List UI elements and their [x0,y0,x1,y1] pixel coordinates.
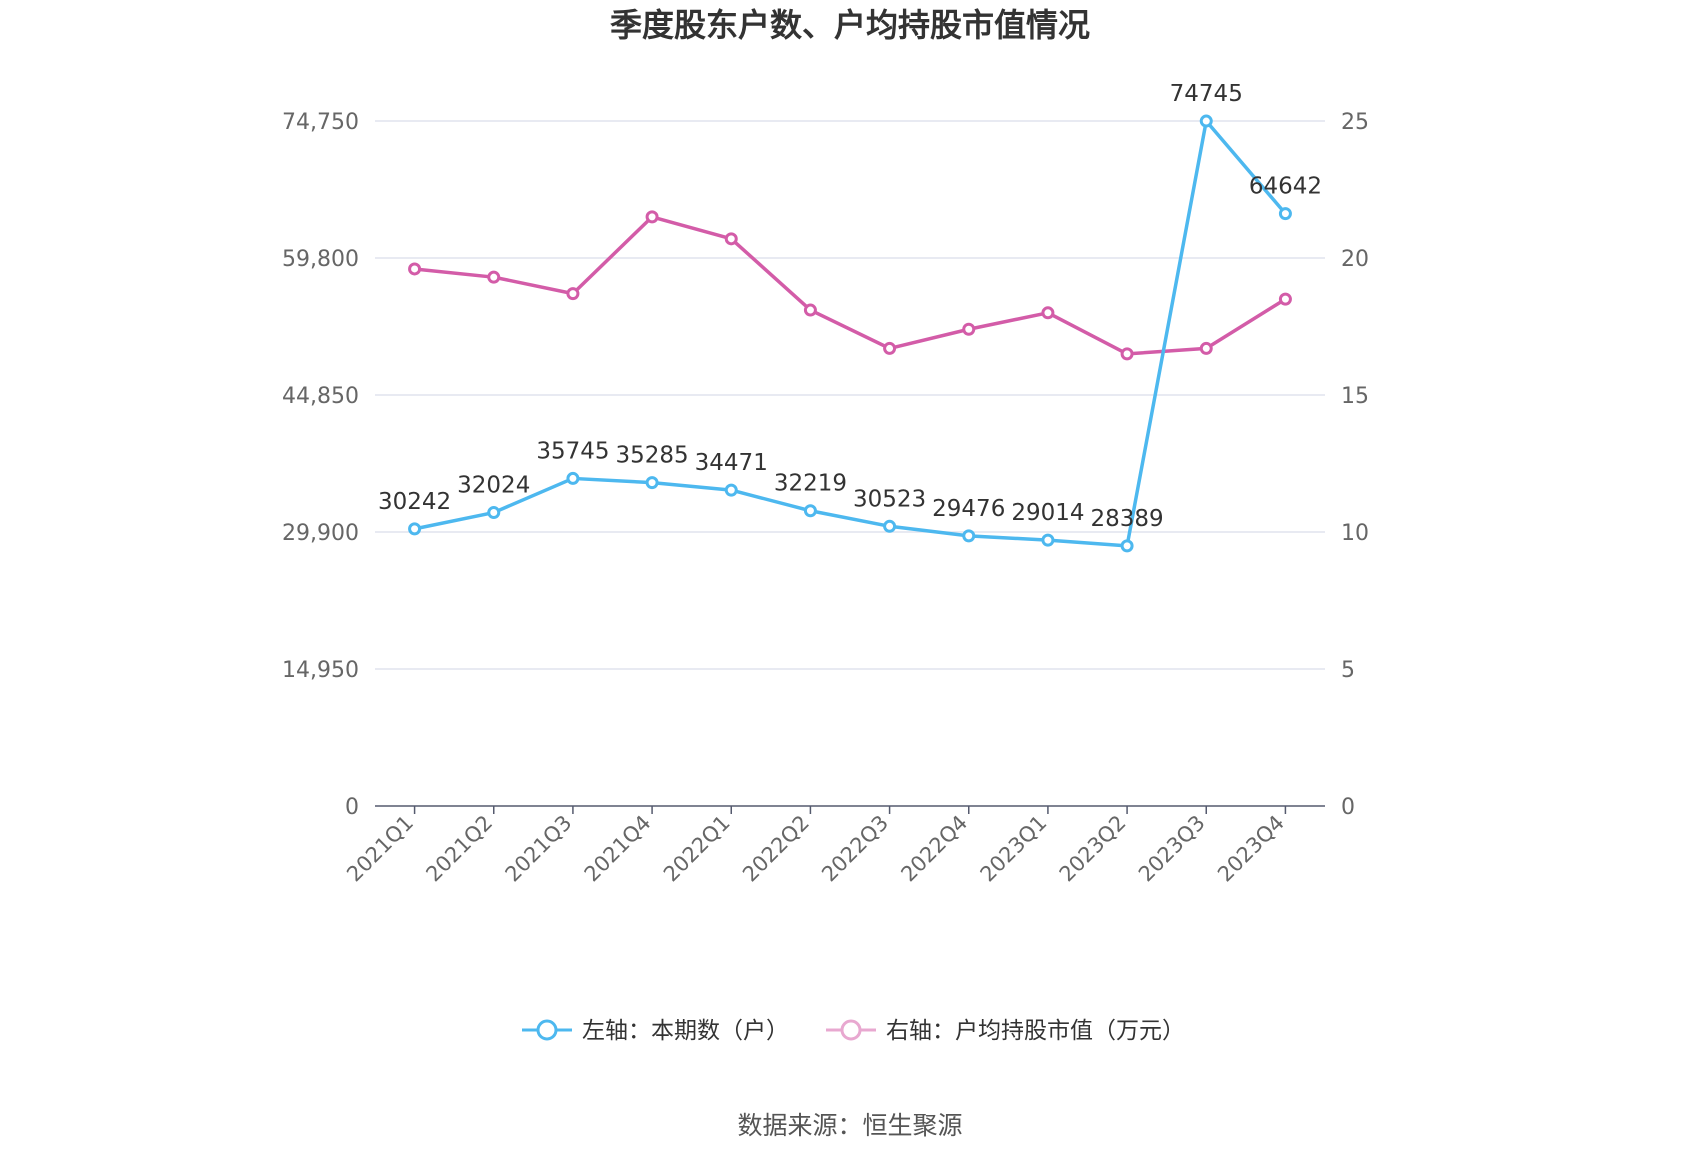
data-label: 35285 [615,443,688,469]
x-axis-tick-label: 2021Q1 [342,811,418,887]
series-line-holders [414,119,1287,548]
x-axis-tick-label: 2022Q1 [659,811,735,887]
data-point[interactable] [1041,533,1055,547]
data-point[interactable] [487,506,501,520]
left-axis-tick-label: 74,750 [282,110,359,135]
data-point[interactable] [645,476,659,490]
x-axis-tick-label: 2022Q4 [896,811,972,887]
data-label: 32219 [774,471,847,497]
data-label: 74745 [1170,81,1243,107]
data-point[interactable] [724,483,738,497]
data-point[interactable] [1199,341,1213,355]
left-axis-ticks: 0 14,950 29,900 44,850 59,800 74,750 [282,110,359,820]
data-label: 64642 [1249,174,1322,200]
data-point[interactable] [803,504,817,518]
legend-marker-left-icon [536,1019,558,1041]
data-point[interactable] [566,471,580,485]
x-axis-tick-label: 2022Q3 [817,811,893,887]
data-point[interactable] [487,270,501,284]
left-axis-tick-label: 44,850 [282,384,359,409]
chart-title: 季度股东户数、户均持股市值情况 [610,6,1090,44]
data-label: 30242 [378,489,451,515]
right-axis-tick-label: 5 [1341,658,1355,683]
left-axis-tick-label: 59,800 [282,247,359,272]
data-label: 29476 [932,496,1005,522]
right-axis-tick-label: 10 [1341,521,1369,546]
data-label: 28389 [1090,506,1163,532]
right-axis-tick-label: 25 [1341,110,1369,135]
data-point[interactable] [408,522,422,536]
legend-item-left-series[interactable]: 左轴：本期数（户） [522,1018,789,1044]
legend-item-right-series[interactable]: 右轴：户均持股市值（万元） [826,1018,1185,1044]
data-label: 29014 [1011,500,1084,526]
data-label: 35745 [536,438,609,464]
data-point[interactable] [1120,347,1134,361]
data-point[interactable] [1199,114,1213,128]
left-axis-tick-label: 0 [345,795,359,820]
right-axis-tick-label: 15 [1341,384,1369,409]
data-point[interactable] [645,210,659,224]
x-axis-tick-label: 2023Q4 [1213,811,1289,887]
left-axis-tick-label: 14,950 [282,658,359,683]
data-point[interactable] [883,341,897,355]
data-point[interactable] [408,262,422,276]
left-axis-tick-label: 29,900 [282,521,359,546]
data-point[interactable] [962,529,976,543]
data-point[interactable] [962,322,976,336]
legend-label-left: 左轴：本期数（户） [582,1018,789,1044]
data-label: 32024 [457,473,530,499]
x-axis-tick-label: 2021Q3 [501,811,577,887]
right-axis-ticks: 0 5 10 15 20 25 [1341,110,1369,820]
data-point[interactable] [566,287,580,301]
x-axis-tick-label: 2023Q2 [1055,811,1131,887]
x-axis-tick-label: 2021Q4 [580,811,656,887]
data-point[interactable] [1278,207,1292,221]
series-layer [408,114,1292,553]
data-label: 30523 [853,486,926,512]
x-axis-tick-label: 2021Q2 [421,811,497,887]
grid-lines [375,120,1325,670]
x-axis: 2021Q1 2021Q2 2021Q3 2021Q4 2022Q1 2022Q2 2022… [342,805,1325,887]
data-point[interactable] [883,519,897,533]
legend-label-right: 右轴：户均持股市值（万元） [886,1018,1185,1044]
data-point[interactable] [1120,539,1134,553]
series-line-avg-value [414,215,1287,356]
x-axis-tick-label: 2023Q1 [976,811,1052,887]
right-axis-tick-label: 0 [1341,795,1355,820]
data-point[interactable] [1041,306,1055,320]
data-point[interactable] [724,232,738,246]
data-label: 34471 [695,450,768,476]
right-axis-tick-label: 20 [1341,247,1369,272]
data-point[interactable] [803,303,817,317]
legend: 左轴：本期数（户） 右轴：户均持股市值（万元） [522,1018,1185,1044]
data-point[interactable] [1278,292,1292,306]
legend-marker-right-icon [840,1019,862,1041]
x-axis-tick-label: 2023Q3 [1134,811,1210,887]
data-source: 数据来源：恒生聚源 [737,1111,962,1140]
x-axis-tick-label: 2022Q2 [738,811,814,887]
